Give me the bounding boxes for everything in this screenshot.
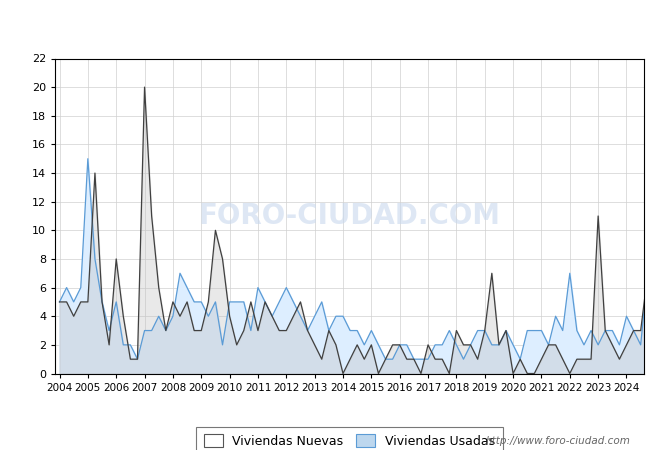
Text: http://www.foro-ciudad.com: http://www.foro-ciudad.com — [486, 436, 630, 446]
Text: FORO-CIUDAD.COM: FORO-CIUDAD.COM — [198, 202, 500, 230]
Legend: Viviendas Nuevas, Viviendas Usadas: Viviendas Nuevas, Viviendas Usadas — [196, 427, 502, 450]
Text: Aroche - Evolucion del Nº de Transacciones Inmobiliarias: Aroche - Evolucion del Nº de Transaccion… — [80, 17, 570, 32]
